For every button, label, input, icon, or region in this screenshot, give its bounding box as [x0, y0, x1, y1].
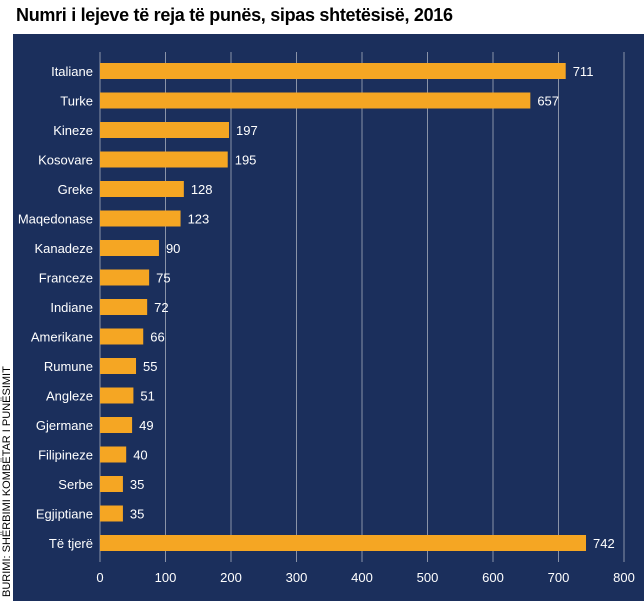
- value-label-1: 657: [537, 94, 559, 109]
- category-label-2: Kineze: [53, 123, 93, 138]
- bar-2: [100, 122, 230, 138]
- category-label-5: Maqedonase: [18, 212, 93, 227]
- x-tick-label-300: 300: [286, 570, 308, 585]
- category-label-11: Angleze: [46, 389, 93, 404]
- value-label-14: 35: [130, 477, 144, 492]
- value-label-9: 66: [150, 330, 164, 345]
- value-label-10: 55: [143, 359, 157, 374]
- value-label-6: 90: [166, 241, 180, 256]
- bar-11: [100, 387, 134, 404]
- value-label-15: 35: [130, 507, 144, 522]
- category-label-14: Serbe: [58, 477, 93, 492]
- bar-15: [100, 505, 123, 522]
- bar-9: [100, 328, 144, 345]
- x-tick-label-600: 600: [482, 570, 504, 585]
- bar-12: [100, 417, 133, 433]
- category-label-12: Gjermane: [36, 418, 93, 433]
- category-label-9: Amerikane: [31, 330, 93, 345]
- value-label-0: 711: [573, 64, 594, 79]
- x-tick-label-0: 0: [96, 570, 103, 585]
- bar-7: [100, 269, 150, 286]
- value-label-3: 195: [235, 153, 257, 168]
- x-tick-label-500: 500: [417, 570, 439, 585]
- bar-14: [100, 476, 123, 492]
- bar-3: [100, 151, 228, 168]
- value-label-4: 128: [191, 182, 213, 197]
- x-tick-label-400: 400: [351, 570, 373, 585]
- x-tick-label-200: 200: [220, 570, 242, 585]
- bar-1: [100, 92, 531, 109]
- value-label-12: 49: [139, 418, 153, 433]
- bar-8: [100, 299, 148, 315]
- category-label-10: Rumune: [44, 359, 93, 374]
- bar-6: [100, 240, 159, 256]
- bar-5: [100, 210, 181, 227]
- category-label-0: Italiane: [51, 64, 93, 79]
- value-label-2: 197: [236, 123, 258, 138]
- x-tick-label-800: 800: [613, 570, 635, 585]
- x-tick-label-700: 700: [548, 570, 570, 585]
- value-label-7: 75: [156, 271, 170, 286]
- chart-title: Numri i lejeve të reja të punës, sipas s…: [16, 5, 453, 25]
- category-label-1: Turke: [60, 94, 93, 109]
- bar-4: [100, 181, 184, 197]
- category-label-3: Kosovare: [38, 153, 93, 168]
- category-label-13: Filipineze: [38, 448, 93, 463]
- value-label-8: 72: [154, 300, 168, 315]
- value-label-16: 742: [593, 536, 615, 551]
- bar-10: [100, 358, 137, 374]
- value-label-13: 40: [133, 448, 147, 463]
- category-label-4: Greke: [58, 182, 93, 197]
- bar-16: [100, 535, 587, 551]
- category-label-6: Kanadeze: [34, 241, 93, 256]
- bar-13: [100, 446, 127, 463]
- bar-0: [100, 63, 566, 79]
- category-label-7: Franceze: [39, 271, 93, 286]
- value-label-11: 51: [140, 389, 154, 404]
- x-tick-label-100: 100: [155, 570, 177, 585]
- value-label-5: 123: [188, 212, 210, 227]
- title-bar: Numri i lejeve të reja të punës, sipas s…: [0, 0, 644, 34]
- category-label-8: Indiane: [50, 300, 93, 315]
- source-strip: BURIMI: SHËRBIMI KOMBËTAR I PUNËSIMIT: [0, 34, 13, 601]
- category-label-16: Të tjerë: [49, 536, 93, 551]
- category-label-15: Egjiptiane: [36, 507, 93, 522]
